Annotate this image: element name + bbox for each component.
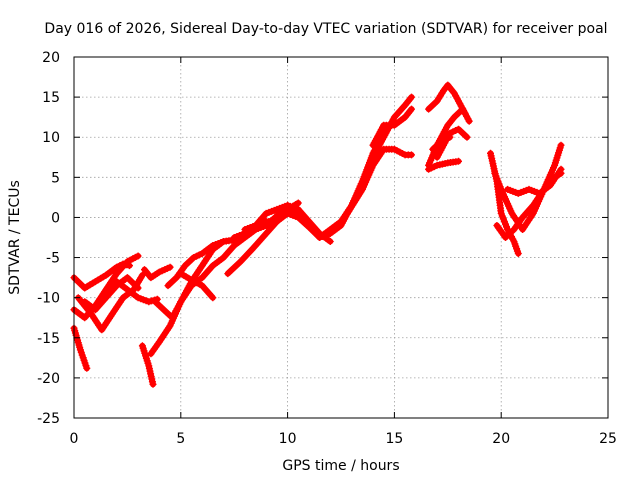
plus-markers [425, 157, 462, 173]
plus-markers [177, 270, 217, 302]
grid [74, 57, 608, 418]
y-tick-label: 10 [42, 130, 60, 146]
data-series [102, 278, 161, 306]
x-tick-label: 5 [176, 431, 185, 447]
data-series [369, 105, 415, 149]
plus-markers [504, 165, 565, 197]
plus-markers [138, 342, 157, 388]
series-band [147, 94, 415, 357]
data-series [504, 165, 565, 197]
plus-markers [343, 145, 415, 217]
plot-area [70, 81, 565, 388]
axis-ticks [73, 56, 609, 419]
x-tick-label: 15 [385, 431, 403, 447]
plus-markers [141, 263, 174, 282]
y-tick-label: -15 [37, 331, 60, 347]
plus-markers [429, 133, 454, 153]
plus-markers [147, 93, 415, 358]
y-tick-label: 20 [42, 50, 60, 66]
y-tick-label: -25 [37, 411, 60, 427]
y-tick-label: 5 [51, 170, 60, 186]
x-tick-label: 20 [492, 431, 510, 447]
x-axis-title: GPS time / hours [282, 458, 399, 474]
y-axis-title: SDTVAR / TECUs [7, 180, 23, 295]
data-series [343, 145, 415, 217]
plot-frame [73, 56, 609, 419]
tick-labels: 0 5 10 15 20 25 -25 -20 -15 -10 -5 0 5 10 15 20 [37, 50, 617, 447]
y-tick-label: -10 [37, 291, 60, 307]
data-series [429, 133, 454, 153]
x-tick-label: 0 [70, 431, 79, 447]
data-series [425, 157, 462, 173]
data-series [177, 270, 217, 302]
data-series [147, 93, 415, 358]
y-tick-label: -5 [46, 251, 60, 267]
plus-markers [369, 105, 415, 149]
y-tick-label: -20 [37, 371, 60, 387]
data-series [138, 342, 157, 388]
plus-markers [102, 278, 161, 306]
data-series [164, 238, 227, 290]
plus-markers [164, 238, 227, 290]
y-tick-label: 0 [51, 210, 60, 226]
data-series [70, 324, 91, 372]
data-series [141, 263, 174, 282]
y-tick-label: 15 [42, 90, 60, 106]
x-tick-label: 10 [279, 431, 297, 447]
x-tick-label: 25 [599, 431, 617, 447]
chart-title: Day 016 of 2026, Sidereal Day-to-day VTE… [44, 21, 607, 37]
